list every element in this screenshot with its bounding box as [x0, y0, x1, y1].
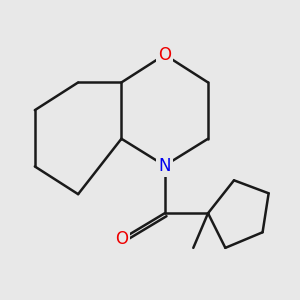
- Text: N: N: [158, 157, 171, 175]
- Text: O: O: [115, 230, 128, 248]
- Text: O: O: [158, 46, 171, 64]
